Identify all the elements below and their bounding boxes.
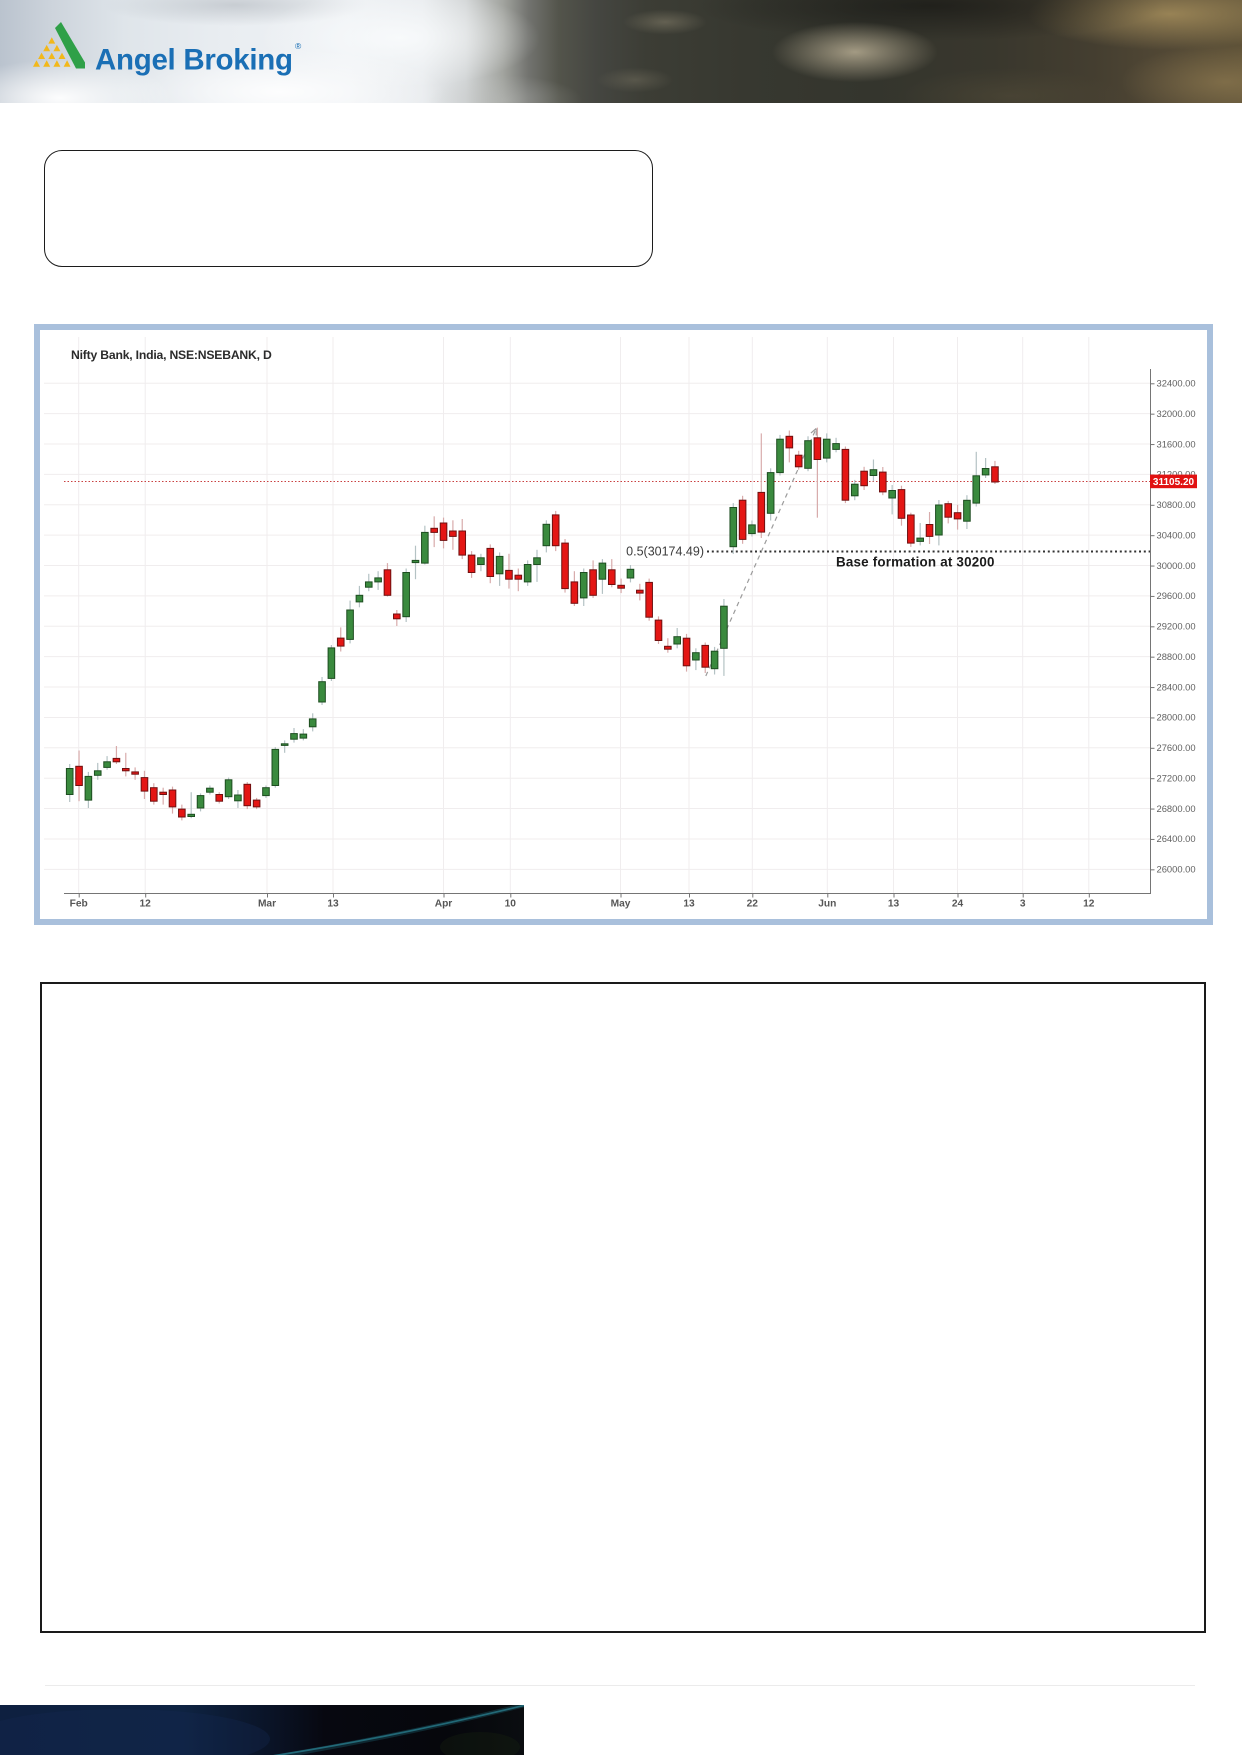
svg-text:Angel Broking: Angel Broking bbox=[95, 44, 293, 77]
svg-text:Mar: Mar bbox=[258, 898, 276, 909]
svg-text:30800.00: 30800.00 bbox=[1157, 499, 1196, 510]
svg-text:31600.00: 31600.00 bbox=[1157, 438, 1196, 449]
svg-text:32000.00: 32000.00 bbox=[1157, 408, 1196, 419]
svg-text:12: 12 bbox=[1083, 898, 1095, 909]
svg-text:13: 13 bbox=[888, 898, 900, 909]
svg-text:Nifty Bank, India, NSE:NSEBANK: Nifty Bank, India, NSE:NSEBANK, D bbox=[71, 348, 272, 362]
svg-text:Feb: Feb bbox=[70, 898, 88, 909]
svg-text:®: ® bbox=[295, 41, 302, 51]
svg-text:13: 13 bbox=[683, 898, 695, 909]
svg-text:30000.00: 30000.00 bbox=[1157, 560, 1196, 571]
svg-text:3: 3 bbox=[1020, 898, 1026, 909]
svg-text:10: 10 bbox=[505, 898, 517, 909]
svg-text:31105.20: 31105.20 bbox=[1153, 477, 1195, 488]
svg-text:24: 24 bbox=[952, 898, 964, 909]
svg-text:27600.00: 27600.00 bbox=[1157, 742, 1196, 753]
svg-text:12: 12 bbox=[140, 898, 152, 909]
svg-text:29200.00: 29200.00 bbox=[1157, 621, 1196, 632]
svg-text:29600.00: 29600.00 bbox=[1157, 590, 1196, 601]
svg-text:28800.00: 28800.00 bbox=[1157, 651, 1196, 662]
svg-text:28000.00: 28000.00 bbox=[1157, 712, 1196, 723]
svg-text:26000.00: 26000.00 bbox=[1157, 864, 1196, 875]
svg-text:26800.00: 26800.00 bbox=[1157, 803, 1196, 814]
svg-text:Base formation at 30200: Base formation at 30200 bbox=[836, 555, 995, 570]
svg-text:Apr: Apr bbox=[435, 898, 453, 909]
svg-text:27200.00: 27200.00 bbox=[1157, 772, 1196, 783]
svg-text:28400.00: 28400.00 bbox=[1157, 681, 1196, 692]
svg-text:13: 13 bbox=[327, 898, 339, 909]
svg-text:31200.00: 31200.00 bbox=[1157, 469, 1196, 480]
svg-text:0.5(30174.49): 0.5(30174.49) bbox=[626, 545, 704, 559]
svg-text:Jun: Jun bbox=[818, 898, 836, 909]
svg-text:32400.00: 32400.00 bbox=[1157, 378, 1196, 389]
svg-text:26400.00: 26400.00 bbox=[1157, 833, 1196, 844]
svg-text:May: May bbox=[611, 898, 631, 909]
svg-text:22: 22 bbox=[747, 898, 759, 909]
svg-text:30400.00: 30400.00 bbox=[1157, 529, 1196, 540]
